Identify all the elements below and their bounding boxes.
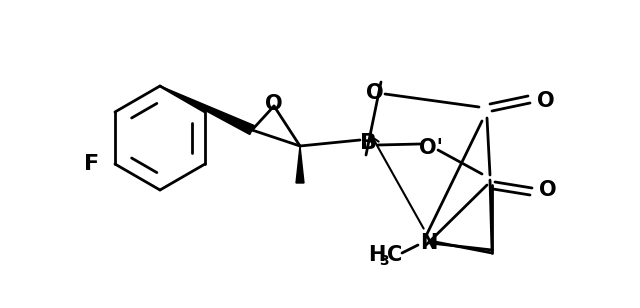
Text: 3: 3 (379, 254, 388, 268)
Text: O: O (537, 91, 555, 111)
Text: O': O' (419, 138, 443, 158)
Text: N: N (420, 233, 437, 253)
Text: H: H (368, 245, 385, 265)
Text: O: O (265, 94, 283, 114)
Text: F: F (84, 154, 99, 174)
Text: B: B (360, 133, 376, 153)
Text: O: O (366, 83, 384, 103)
Text: C: C (387, 245, 403, 265)
Polygon shape (296, 146, 304, 183)
Text: O: O (539, 180, 557, 200)
Polygon shape (160, 86, 254, 135)
